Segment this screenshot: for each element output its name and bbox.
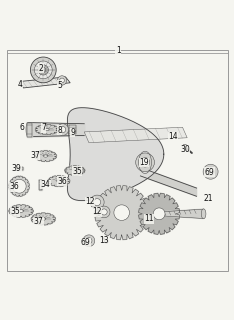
Text: 11: 11: [144, 214, 153, 223]
Polygon shape: [67, 108, 164, 201]
Text: 35: 35: [10, 207, 20, 216]
Text: 5: 5: [57, 81, 62, 90]
Text: 21: 21: [204, 194, 213, 203]
Polygon shape: [18, 166, 23, 170]
Ellipse shape: [26, 123, 30, 137]
Text: 36: 36: [57, 177, 67, 186]
Text: 37: 37: [34, 217, 44, 226]
Polygon shape: [35, 150, 57, 162]
Circle shape: [153, 208, 165, 220]
Text: 36: 36: [9, 182, 19, 191]
Polygon shape: [19, 77, 70, 88]
Polygon shape: [159, 209, 204, 219]
Text: 12: 12: [92, 207, 102, 216]
Text: 37: 37: [30, 151, 40, 160]
Circle shape: [86, 238, 92, 244]
Polygon shape: [65, 166, 85, 175]
Circle shape: [57, 76, 67, 85]
Text: 12: 12: [85, 197, 95, 206]
Circle shape: [183, 144, 187, 149]
Circle shape: [90, 195, 104, 209]
Ellipse shape: [201, 209, 206, 219]
Circle shape: [140, 158, 150, 167]
Polygon shape: [95, 186, 149, 240]
Circle shape: [12, 179, 26, 193]
Text: 6: 6: [20, 123, 25, 132]
Circle shape: [98, 206, 110, 218]
Polygon shape: [140, 167, 197, 196]
Ellipse shape: [73, 170, 77, 172]
Polygon shape: [31, 213, 55, 225]
Text: 13: 13: [99, 236, 109, 245]
Ellipse shape: [41, 218, 46, 220]
Ellipse shape: [44, 155, 48, 157]
Text: 9: 9: [70, 128, 75, 137]
Circle shape: [105, 240, 108, 243]
Circle shape: [41, 68, 46, 72]
Polygon shape: [39, 180, 42, 190]
Polygon shape: [9, 176, 29, 196]
Circle shape: [38, 65, 48, 75]
Ellipse shape: [18, 210, 23, 212]
Circle shape: [57, 124, 69, 135]
Polygon shape: [139, 193, 180, 234]
Ellipse shape: [44, 129, 49, 131]
Text: 69: 69: [80, 238, 90, 247]
Circle shape: [60, 78, 64, 83]
Circle shape: [203, 164, 218, 179]
Text: 4: 4: [18, 80, 22, 89]
Circle shape: [30, 57, 56, 83]
Text: 19: 19: [139, 158, 149, 167]
Polygon shape: [84, 127, 187, 143]
Circle shape: [101, 209, 107, 215]
Circle shape: [114, 205, 129, 220]
Text: 69: 69: [205, 168, 214, 177]
Circle shape: [34, 61, 52, 79]
Text: 39: 39: [11, 164, 21, 173]
Ellipse shape: [57, 180, 61, 182]
Polygon shape: [35, 124, 58, 135]
Text: 30: 30: [180, 145, 190, 154]
Polygon shape: [27, 123, 32, 137]
Polygon shape: [9, 205, 33, 217]
Text: 35: 35: [72, 167, 82, 176]
Text: 1: 1: [116, 46, 121, 55]
Polygon shape: [69, 125, 76, 133]
Text: 2: 2: [39, 64, 43, 73]
Text: 34: 34: [41, 180, 51, 189]
Polygon shape: [48, 176, 70, 187]
Text: 8: 8: [57, 125, 62, 134]
Circle shape: [94, 199, 101, 206]
Circle shape: [60, 126, 66, 132]
Text: 7: 7: [41, 123, 46, 132]
Circle shape: [136, 153, 154, 172]
Text: 14: 14: [168, 132, 178, 141]
Circle shape: [207, 168, 214, 175]
Circle shape: [83, 235, 95, 247]
